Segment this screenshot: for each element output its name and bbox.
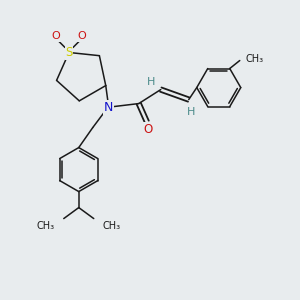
Text: CH₃: CH₃: [246, 53, 264, 64]
Text: S: S: [65, 46, 73, 59]
Text: O: O: [52, 32, 60, 41]
Text: N: N: [104, 101, 113, 114]
Text: H: H: [147, 76, 155, 87]
Text: CH₃: CH₃: [37, 220, 55, 231]
Text: H: H: [187, 106, 195, 117]
Text: CH₃: CH₃: [103, 220, 121, 231]
Text: O: O: [78, 32, 86, 41]
Text: O: O: [143, 123, 152, 136]
